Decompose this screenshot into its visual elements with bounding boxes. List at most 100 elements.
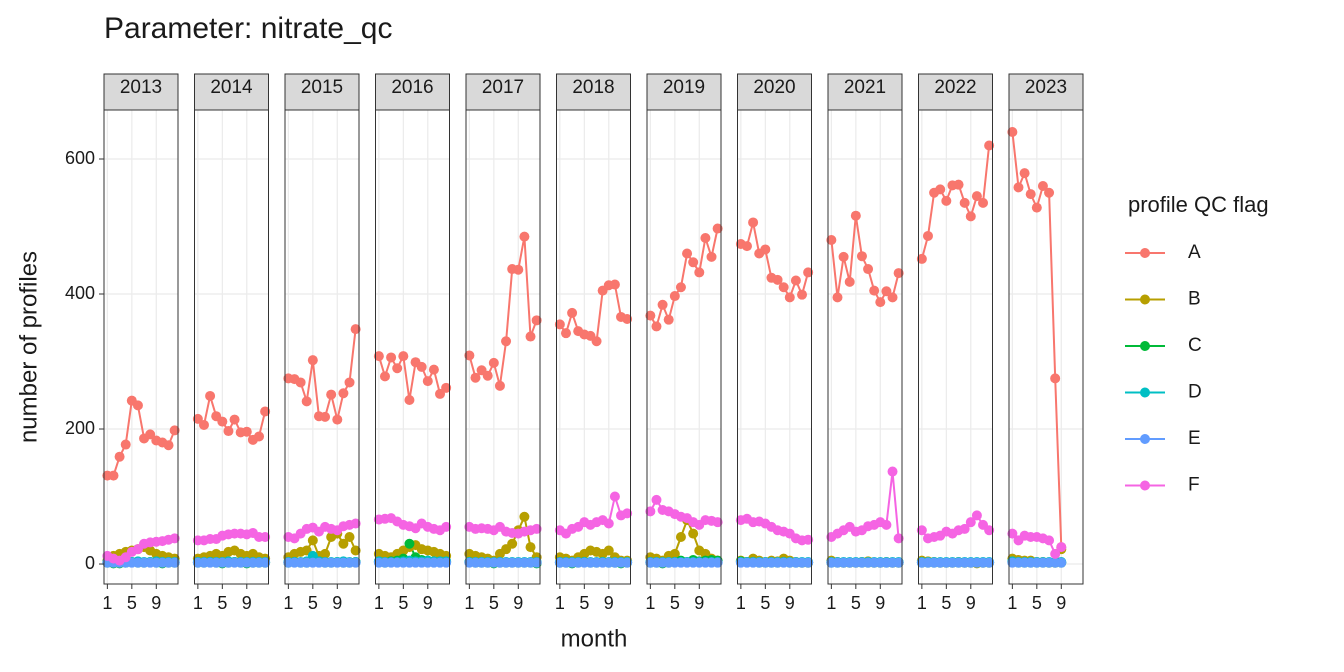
- x-tick-label: 1: [464, 593, 474, 613]
- point: [320, 411, 331, 422]
- x-tick-label: 1: [645, 593, 655, 613]
- point: [205, 390, 216, 401]
- point: [1007, 127, 1018, 138]
- panel-background: [466, 110, 540, 584]
- strip-label: 2017: [482, 77, 524, 98]
- x-tick-label: 9: [785, 593, 795, 613]
- point: [603, 545, 614, 556]
- point: [669, 548, 680, 559]
- x-tick-label: 5: [127, 593, 137, 613]
- point: [507, 538, 518, 549]
- legend-label: D: [1188, 382, 1202, 403]
- point: [741, 241, 752, 252]
- panel-border: [103, 109, 179, 585]
- x-axis-title: month: [561, 625, 628, 652]
- point: [350, 557, 361, 568]
- point: [971, 191, 982, 202]
- x-tick-label: 9: [151, 593, 161, 613]
- point: [513, 264, 524, 275]
- point: [301, 396, 312, 407]
- point: [470, 372, 481, 383]
- point: [682, 248, 693, 259]
- point: [838, 251, 849, 262]
- point: [254, 431, 265, 442]
- strip: [284, 73, 360, 111]
- point: [984, 557, 995, 568]
- panel-background: [828, 110, 902, 584]
- point: [706, 251, 717, 262]
- point: [712, 557, 723, 568]
- legend-label: B: [1188, 289, 1201, 310]
- point: [295, 377, 306, 388]
- point: [169, 533, 180, 544]
- point: [223, 426, 234, 437]
- x-tick-label: 9: [332, 593, 342, 613]
- point: [217, 416, 228, 427]
- point: [344, 377, 355, 388]
- point: [694, 267, 705, 278]
- x-tick-label: 5: [217, 593, 227, 613]
- legend-label: A: [1188, 242, 1201, 263]
- point: [651, 494, 662, 505]
- point: [525, 542, 536, 553]
- point: [965, 211, 976, 222]
- panel-border: [284, 109, 360, 585]
- point: [422, 376, 433, 387]
- strip-label: 2013: [120, 77, 162, 98]
- point: [163, 440, 174, 451]
- point: [935, 184, 946, 195]
- point: [386, 352, 397, 363]
- point: [803, 557, 814, 568]
- x-tick-label: 5: [941, 593, 951, 613]
- x-tick-label: 1: [102, 593, 112, 613]
- point: [688, 528, 699, 539]
- point: [519, 231, 530, 242]
- point: [688, 257, 699, 268]
- point: [373, 351, 384, 362]
- x-tick-label: 5: [760, 593, 770, 613]
- x-tick-label: 1: [917, 593, 927, 613]
- point: [145, 429, 156, 440]
- legend-label: F: [1188, 475, 1200, 496]
- point: [832, 292, 843, 303]
- x-tick-label: 9: [694, 593, 704, 613]
- x-tick-label: 1: [283, 593, 293, 613]
- point: [350, 518, 361, 529]
- x-tick-label: 1: [826, 593, 836, 613]
- point: [881, 286, 892, 297]
- point: [675, 282, 686, 293]
- point: [844, 276, 855, 287]
- point: [609, 491, 620, 502]
- legend-point: [1140, 248, 1150, 258]
- point: [803, 267, 814, 278]
- legend-point: [1140, 294, 1150, 305]
- x-tick-label: 5: [1032, 593, 1042, 613]
- point: [169, 425, 180, 436]
- legend-point: [1140, 387, 1150, 398]
- strip-label: 2022: [934, 77, 976, 98]
- x-tick-label: 9: [604, 593, 614, 613]
- x-tick-label: 9: [423, 593, 433, 613]
- point: [192, 413, 203, 424]
- panel-background: [285, 110, 359, 584]
- panel-background: [194, 110, 269, 584]
- legend-point: [1140, 341, 1150, 351]
- point: [501, 336, 512, 347]
- point: [531, 523, 542, 534]
- strip-label: 2018: [572, 77, 614, 98]
- point: [494, 380, 505, 391]
- point: [307, 355, 318, 366]
- point: [772, 274, 783, 285]
- point: [760, 244, 771, 255]
- point: [893, 533, 904, 544]
- x-tick-label: 1: [374, 593, 384, 613]
- point: [881, 519, 892, 530]
- point: [941, 195, 952, 206]
- point: [441, 521, 452, 532]
- point: [1044, 187, 1055, 198]
- x-tick-label: 1: [1007, 593, 1017, 613]
- point: [1056, 542, 1067, 553]
- point: [887, 292, 898, 303]
- point: [241, 426, 252, 437]
